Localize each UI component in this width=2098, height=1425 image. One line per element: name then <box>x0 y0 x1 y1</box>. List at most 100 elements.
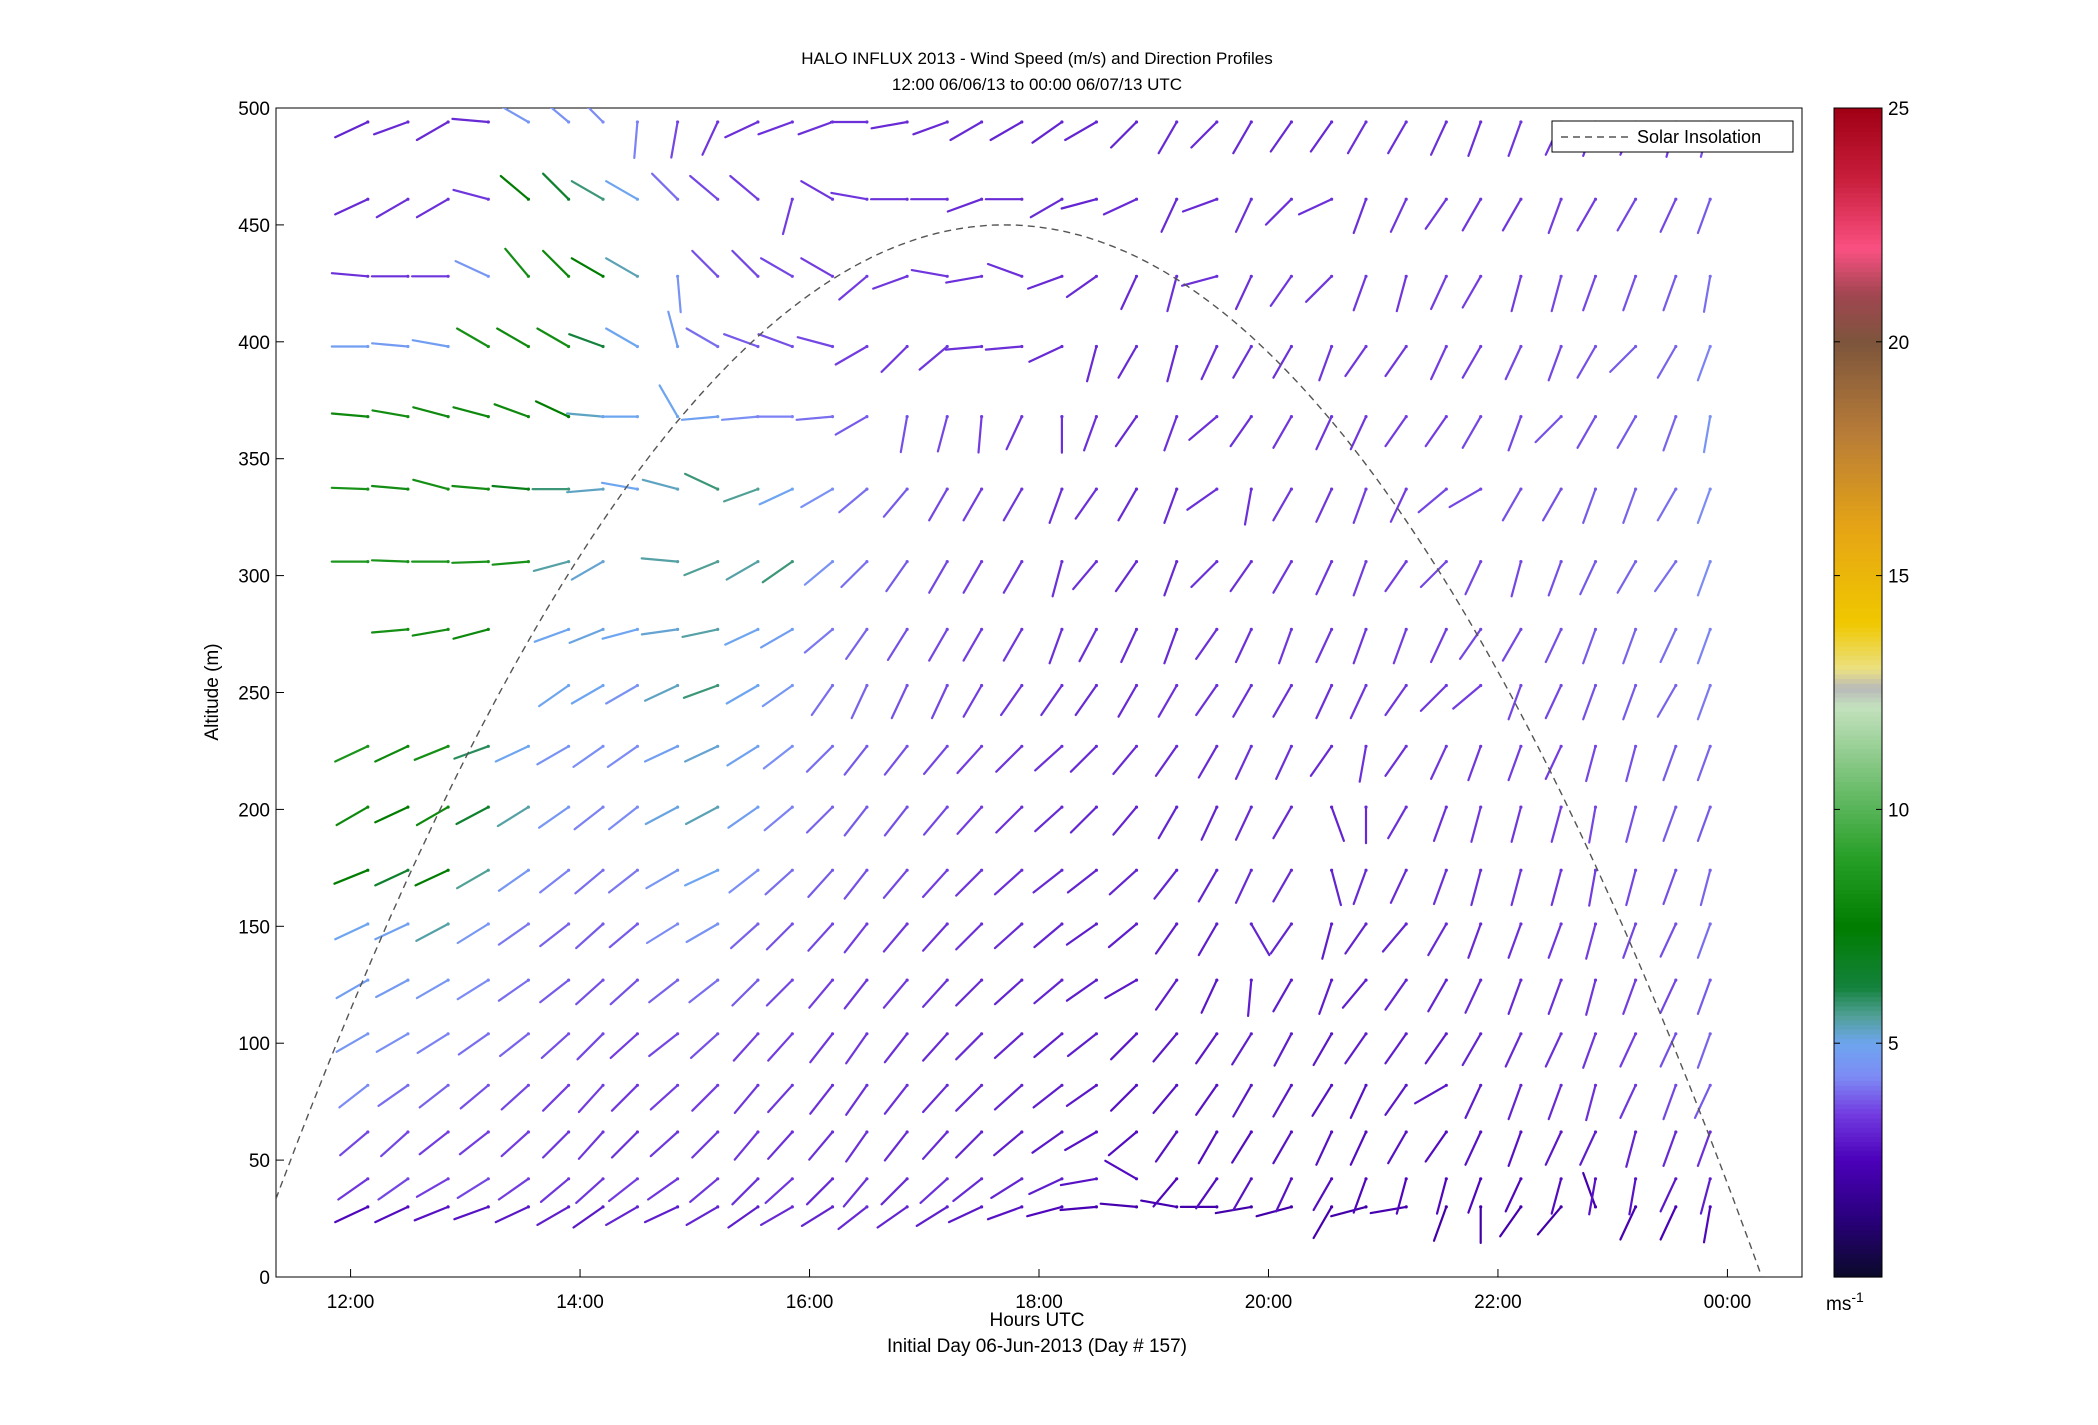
wind-vector-shaft <box>1152 1032 1178 1063</box>
wind-vector-shaft <box>374 805 409 824</box>
wind-vector-shaft <box>800 180 834 201</box>
wind-vector-origin <box>1175 868 1179 872</box>
wind-vector-origin <box>716 1083 720 1087</box>
wind-vector-shaft <box>541 1084 570 1112</box>
wind-vector <box>1232 344 1253 379</box>
wind-vector-shaft <box>1582 1032 1597 1069</box>
wind-vector-origin <box>830 415 835 419</box>
wind-vector-shaft <box>1114 415 1138 448</box>
colorbar-segment <box>1834 168 1882 175</box>
wind-vector <box>1315 627 1334 664</box>
wind-vector-shaft <box>370 559 409 563</box>
colorbar-segment <box>1834 809 1882 815</box>
wind-vector-shaft <box>1656 684 1677 718</box>
wind-vector-origin <box>486 1032 490 1036</box>
wind-vector <box>1588 1177 1598 1216</box>
colorbar-segment <box>1834 631 1882 637</box>
wind-vector-origin <box>601 120 605 124</box>
wind-vector-shaft <box>1419 684 1448 713</box>
legend-box <box>1551 120 1794 153</box>
wind-vector-shaft <box>1352 488 1368 525</box>
wind-vector <box>459 1083 490 1110</box>
wind-vector-origin <box>1094 627 1098 632</box>
wind-vector-shaft <box>1702 1205 1712 1244</box>
wind-vector-origin <box>1289 744 1293 748</box>
colorbar-segment <box>1834 528 1882 535</box>
colorbar-segment <box>1834 603 1882 609</box>
wind-vector-shaft <box>870 120 909 130</box>
wind-vector <box>1662 415 1678 452</box>
wind-vector-shaft <box>455 805 490 826</box>
wind-vector-origin <box>1519 1205 1523 1209</box>
wind-vector <box>1321 922 1334 960</box>
wind-vector-origin <box>1364 344 1368 349</box>
wind-vector-origin <box>1289 805 1293 809</box>
colorbar-segment <box>1834 940 1882 946</box>
wind-vector-shaft <box>912 120 949 136</box>
colorbar-segment <box>1834 823 1882 829</box>
wind-vector <box>1272 487 1293 522</box>
wind-vector-shaft <box>1507 415 1523 452</box>
wind-vector <box>1582 1171 1598 1209</box>
wind-vector <box>757 333 794 349</box>
wind-vector <box>984 344 1024 351</box>
colorbar-segment <box>1834 580 1882 586</box>
wind-vector <box>807 868 835 899</box>
wind-vector-origin <box>406 487 410 491</box>
wind-vector-shaft <box>1352 1177 1368 1214</box>
wind-vector-shaft <box>1104 978 1138 1000</box>
colorbar-segment <box>1834 500 1882 507</box>
wind-vector-origin <box>1444 922 1448 926</box>
wind-vector <box>1154 978 1179 1011</box>
wind-vector-shaft <box>1246 978 1253 1018</box>
wind-vector <box>1389 197 1408 233</box>
colorbar-segment <box>1834 187 1882 193</box>
colorbar-segment <box>1834 327 1882 334</box>
wind-vector-shaft <box>1346 120 1368 155</box>
colorbar-segment <box>1834 1015 1882 1021</box>
wind-vector-shaft <box>1576 415 1597 449</box>
wind-vector <box>845 1083 869 1116</box>
colorbar-segment <box>1834 575 1882 581</box>
wind-vector-shaft <box>1541 488 1563 522</box>
wind-vector <box>1582 274 1598 312</box>
colorbar-segment <box>1834 1080 1882 1086</box>
wind-vector-shaft <box>640 628 679 636</box>
wind-vector-shaft <box>1033 1032 1064 1059</box>
colorbar-segment <box>1834 299 1882 305</box>
wind-vector-shaft <box>689 1032 719 1060</box>
wind-vector-origin <box>1519 487 1523 491</box>
wind-vector-shaft <box>1157 684 1178 718</box>
wind-vector-shaft <box>540 1032 570 1060</box>
wind-vector-origin <box>1519 1083 1523 1087</box>
wind-vector <box>334 1205 370 1224</box>
wind-vector-origin <box>1289 683 1293 688</box>
wind-vector-shaft <box>880 1177 909 1206</box>
wind-vector-origin <box>486 487 490 491</box>
wind-vector-shaft <box>1273 1032 1293 1067</box>
colorbar-segment <box>1834 285 1882 291</box>
wind-vector-shaft <box>1272 805 1293 840</box>
wind-vector-origin <box>1249 1032 1253 1036</box>
wind-vector-shaft <box>1696 488 1712 525</box>
wind-vector-origin <box>1364 978 1368 982</box>
wind-vector-origin <box>1404 744 1408 748</box>
wind-vector-shaft <box>685 327 719 348</box>
wind-vector-shaft <box>843 805 869 837</box>
wind-vector-origin <box>366 805 370 809</box>
wind-vector <box>415 197 450 219</box>
wind-vector-shaft <box>1693 1084 1712 1120</box>
wind-vector <box>453 744 490 760</box>
wind-vector-origin <box>1289 1083 1293 1087</box>
wind-vector-shaft <box>946 198 983 213</box>
wind-vector-shaft <box>1269 120 1293 153</box>
wind-vector <box>1200 805 1219 841</box>
wind-vector <box>1048 487 1064 525</box>
wind-vector-shaft <box>648 978 679 1004</box>
wind-vector-shaft <box>1625 805 1637 843</box>
wind-vector-shaft <box>539 869 570 894</box>
wind-vector-origin <box>526 487 531 491</box>
x-axis: 12:00 14:00 16:00 18:00 20:00 22:00 00:00 <box>327 1269 1751 1313</box>
wind-vector <box>796 336 835 349</box>
colorbar-segment <box>1834 1108 1882 1114</box>
